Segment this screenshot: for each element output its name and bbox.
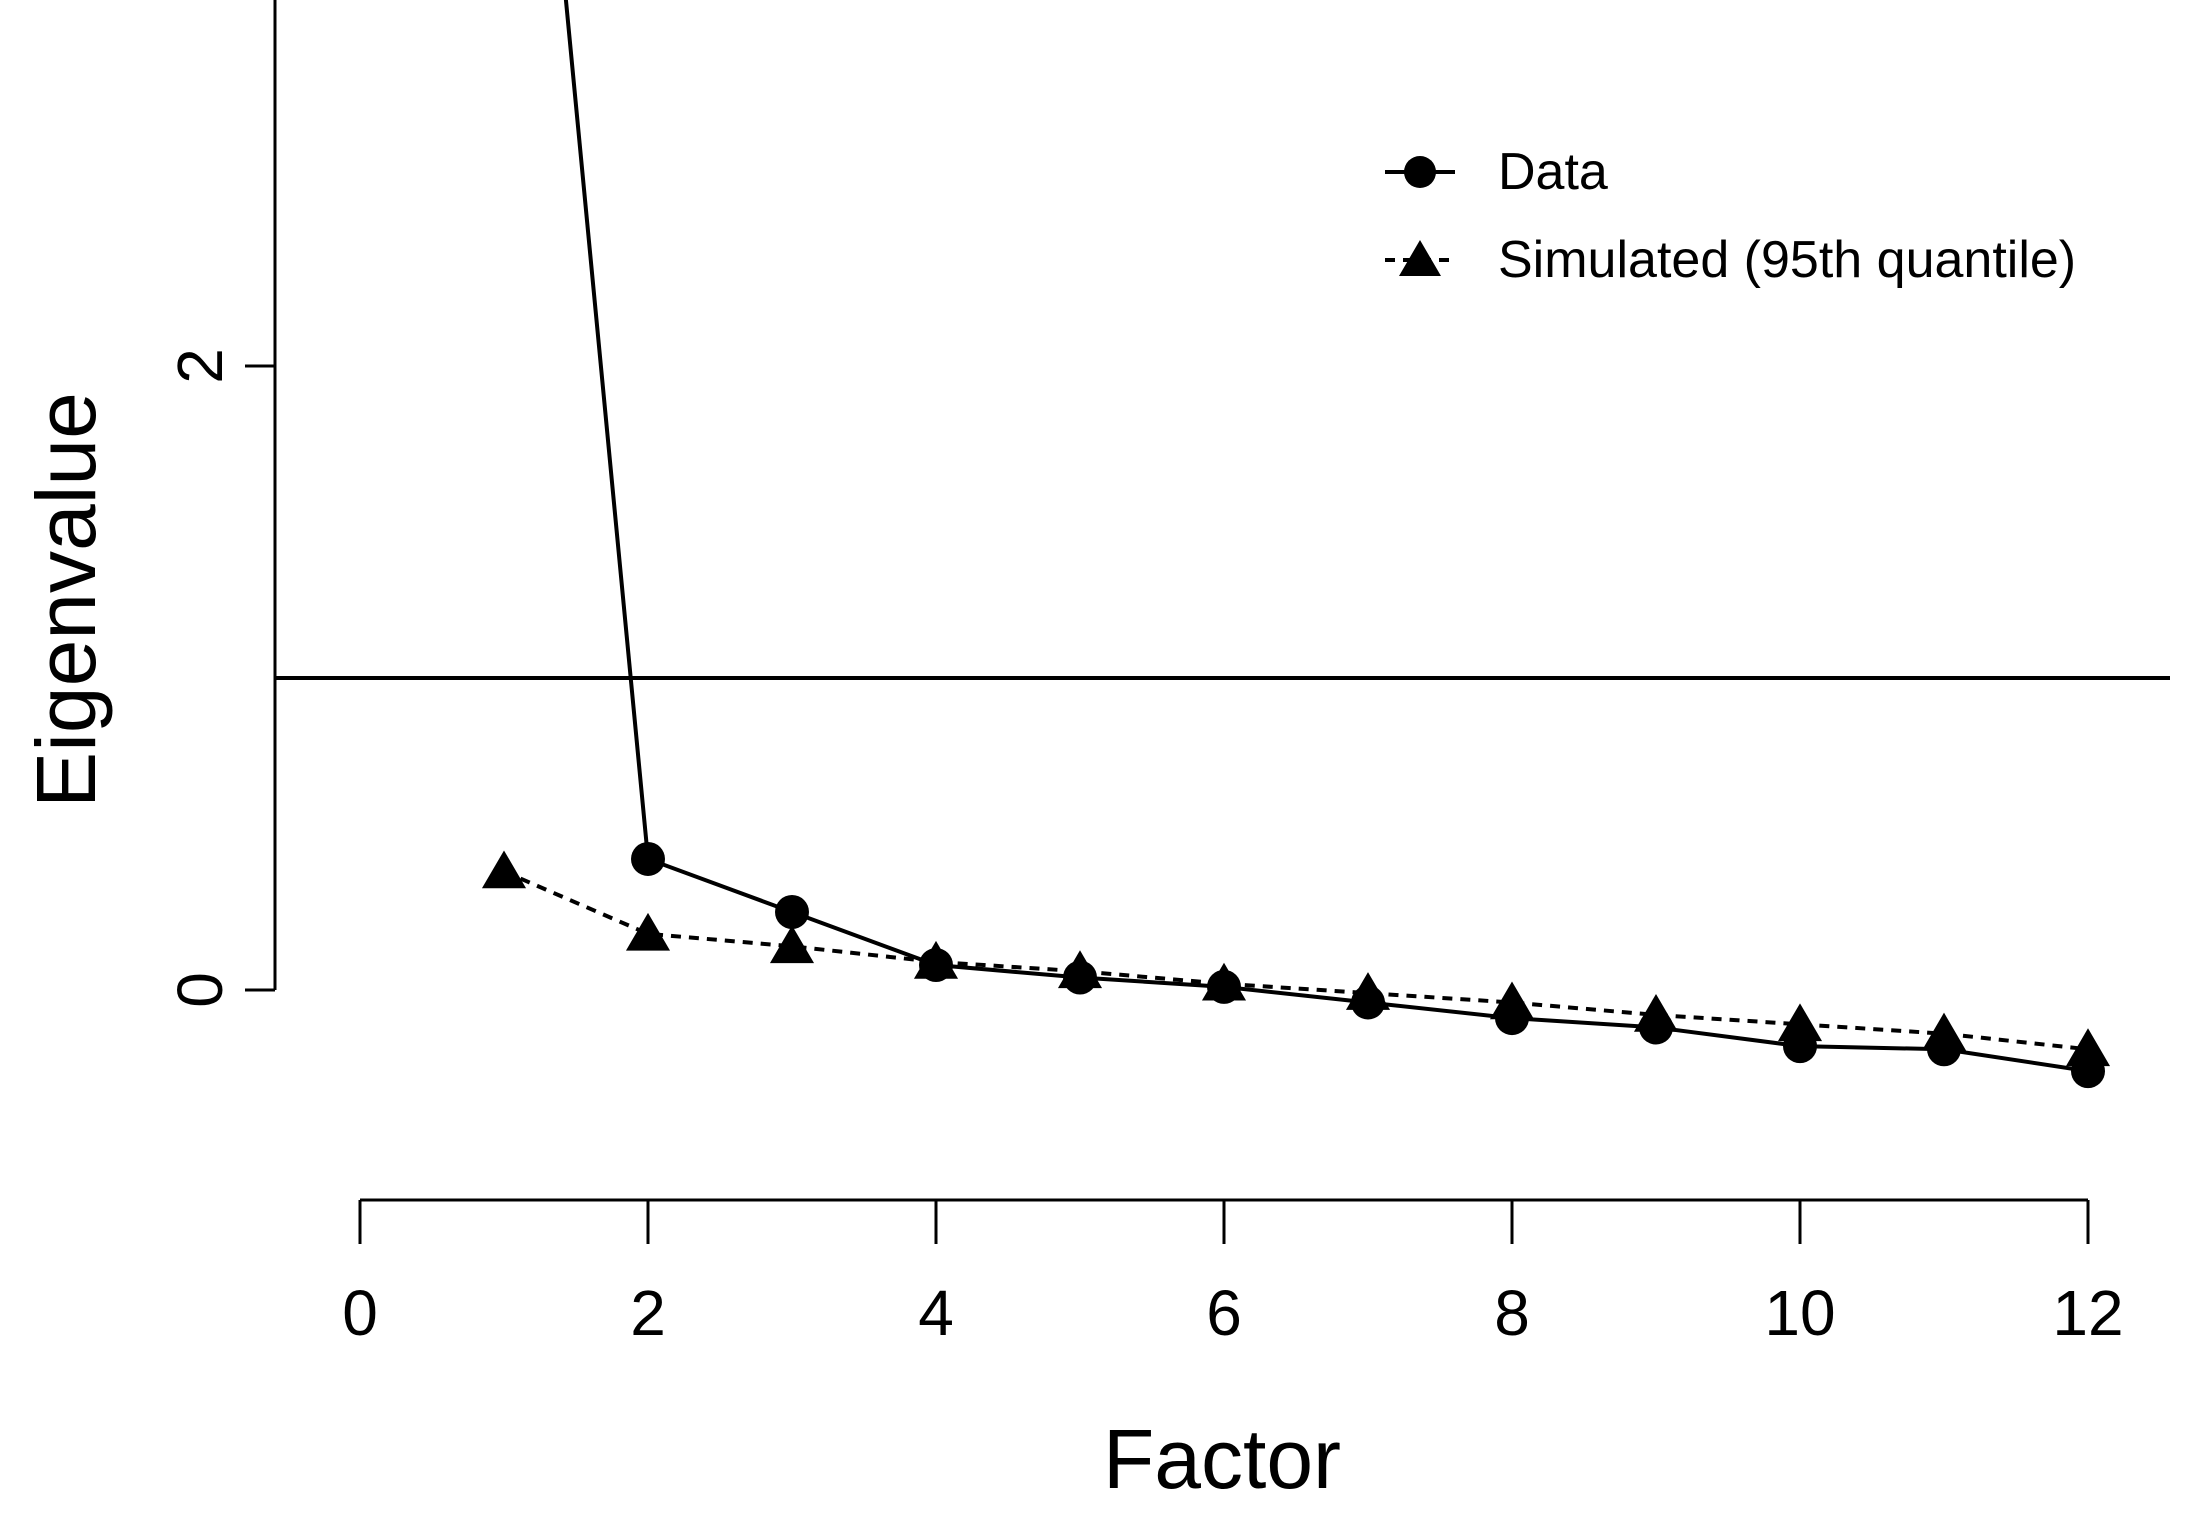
data-point (769, 925, 815, 964)
y-tick-label: 2 (164, 348, 236, 384)
y-axis-title: Eigenvalue (19, 392, 113, 808)
data-point (1201, 962, 1247, 1001)
data-point (1057, 950, 1103, 989)
x-tick-label: 0 (342, 1277, 378, 1349)
data-point (481, 850, 527, 889)
x-tick-label: 4 (918, 1277, 954, 1349)
legend-marker (1399, 240, 1441, 276)
legend-label: Data (1498, 143, 1608, 201)
legend-marker (1404, 156, 1436, 188)
series-line (563, 0, 2089, 1074)
legend-item: Simulated (95th quantile) (1385, 231, 2076, 289)
x-axis-title: Factor (1103, 1412, 1341, 1506)
series-2 (481, 850, 2111, 1067)
y-tick-label: 0 (164, 972, 236, 1008)
data-point (631, 841, 665, 876)
x-tick-label: 8 (1494, 1277, 1530, 1349)
legend-item: Data (1385, 143, 1608, 201)
data-point (2065, 1028, 2111, 1067)
data-point (625, 912, 671, 951)
data-point (913, 940, 959, 979)
series-1 (563, 0, 2105, 1089)
series-line (503, 869, 2089, 1052)
data-point (1777, 1003, 1823, 1042)
data-point (1345, 972, 1391, 1010)
x-tick-label: 10 (1764, 1277, 1835, 1349)
data-point (1489, 981, 1535, 1020)
series-layer (481, 0, 2111, 1089)
legend-label: Simulated (95th quantile) (1498, 231, 2076, 289)
x-tick-label: 12 (2052, 1277, 2123, 1349)
data-point (1633, 993, 1679, 1032)
x-axis: 0 2 4 6 8 10 12 (342, 1198, 2124, 1349)
x-tick-label: 2 (630, 1277, 666, 1349)
data-point (775, 895, 809, 929)
legend: Data Simulated (95th quantile) (1385, 143, 2076, 289)
data-point (1921, 1012, 1967, 1051)
x-tick-label: 6 (1206, 1277, 1242, 1349)
